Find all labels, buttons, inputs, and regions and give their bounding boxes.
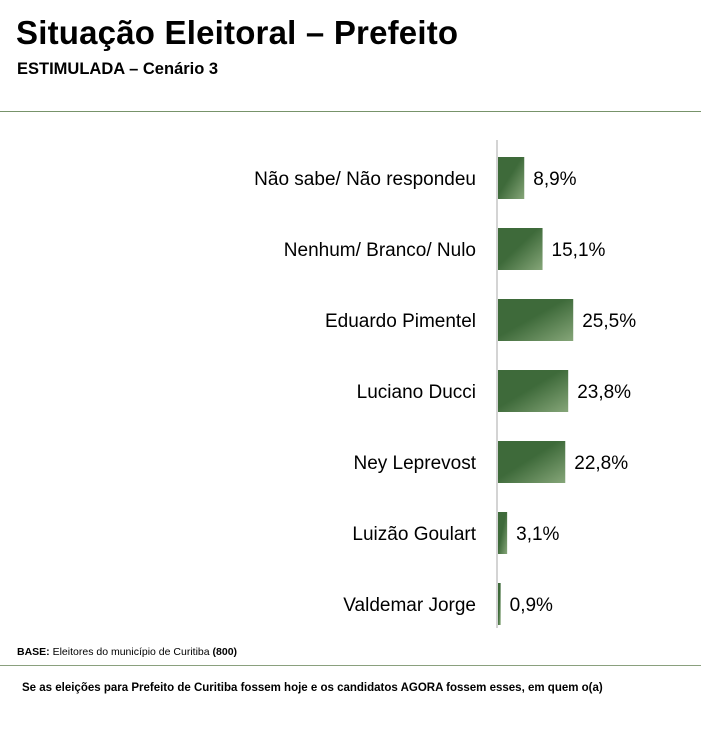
value-label: 8,9%: [533, 169, 576, 190]
bar: [498, 299, 574, 341]
page-subtitle: ESTIMULADA – Cenário 3: [17, 60, 219, 78]
base-count: (800): [212, 646, 238, 658]
category-label: Ney Leprevost: [353, 453, 476, 474]
base-label: BASE:: [17, 646, 50, 658]
category-label: Luciano Ducci: [357, 382, 476, 403]
value-label: 22,8%: [574, 453, 628, 474]
value-label: 15,1%: [552, 240, 606, 261]
base-text: Eleitores do município de Curitiba: [49, 646, 213, 658]
bar-chart: Não sabe/ Não respondeu 8,9% Nenhum/ Branc…: [254, 140, 636, 628]
bar: [498, 228, 543, 270]
bar: [498, 157, 525, 199]
bar: [498, 441, 566, 483]
category-label: Eduardo Pimentel: [325, 311, 476, 332]
bottom-divider: [0, 665, 701, 666]
category-label: Não sabe/ Não respondeu: [254, 169, 476, 190]
bar: [498, 370, 569, 412]
bar: [498, 583, 501, 625]
bar: [498, 512, 508, 554]
value-label: 25,5%: [582, 311, 636, 332]
value-label: 0,9%: [510, 595, 553, 616]
category-label: Nenhum/ Branco/ Nulo: [284, 240, 476, 261]
category-label: Luizão Goulart: [352, 524, 476, 545]
category-label: Valdemar Jorge: [343, 595, 476, 616]
survey-question: Se as eleições para Prefeito de Curitiba…: [22, 682, 603, 694]
value-label: 23,8%: [577, 382, 631, 403]
base-note: BASE: Eleitores do município de Curitiba…: [17, 646, 237, 658]
page-title: Situação Eleitoral – Prefeito: [16, 14, 459, 51]
top-divider: [0, 111, 701, 112]
value-label: 3,1%: [516, 524, 559, 545]
